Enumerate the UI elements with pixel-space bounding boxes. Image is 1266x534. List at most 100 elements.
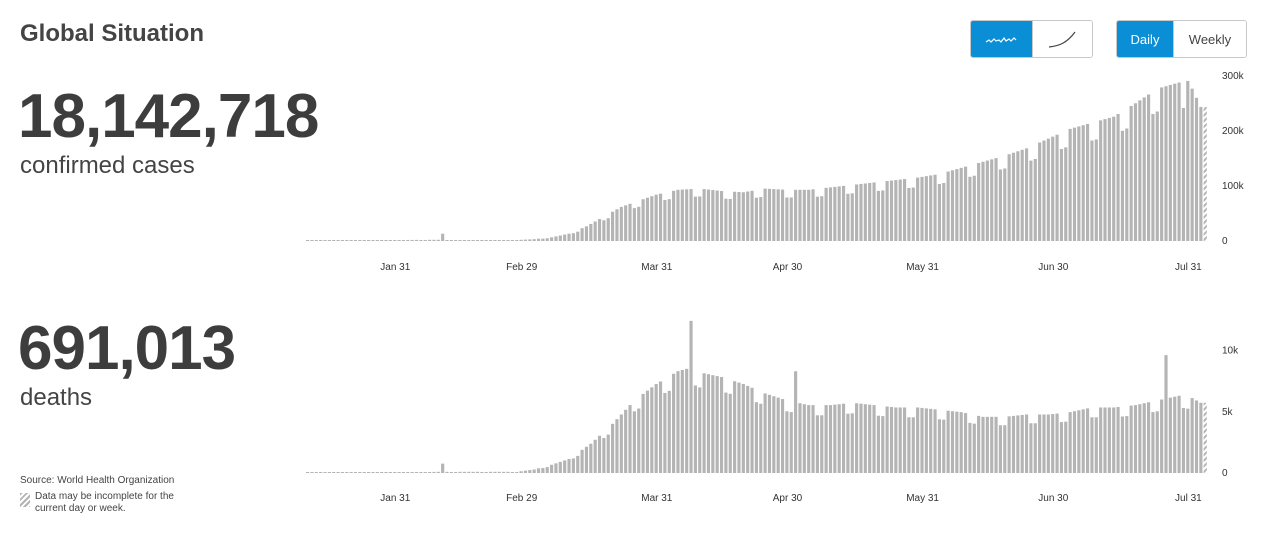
- bar[interactable]: [1099, 120, 1103, 241]
- bar[interactable]: [362, 472, 366, 473]
- bar[interactable]: [345, 472, 349, 473]
- bar[interactable]: [1051, 136, 1055, 241]
- bar[interactable]: [380, 240, 384, 241]
- incomplete-bar[interactable]: [1203, 402, 1207, 473]
- bar[interactable]: [733, 191, 737, 241]
- bar[interactable]: [406, 239, 410, 241]
- bar[interactable]: [824, 405, 828, 473]
- bar[interactable]: [833, 186, 837, 241]
- bar[interactable]: [393, 472, 397, 473]
- bar[interactable]: [1042, 414, 1046, 473]
- bar[interactable]: [1120, 130, 1125, 241]
- bar[interactable]: [798, 403, 802, 473]
- bar[interactable]: [972, 175, 976, 241]
- bar[interactable]: [868, 182, 872, 241]
- bar[interactable]: [985, 160, 989, 241]
- bar[interactable]: [889, 406, 894, 473]
- bar[interactable]: [650, 196, 654, 241]
- bar[interactable]: [576, 455, 580, 473]
- bar[interactable]: [371, 240, 375, 241]
- bar[interactable]: [767, 394, 772, 473]
- bar[interactable]: [571, 458, 575, 473]
- bar[interactable]: [994, 158, 998, 241]
- bar[interactable]: [358, 240, 362, 241]
- bar[interactable]: [719, 377, 724, 473]
- bar[interactable]: [332, 240, 336, 241]
- daily-bars-view-button[interactable]: [971, 21, 1032, 57]
- bar[interactable]: [1046, 138, 1050, 241]
- bar[interactable]: [689, 320, 693, 473]
- bar[interactable]: [702, 189, 706, 241]
- bar[interactable]: [894, 180, 898, 241]
- weekly-button[interactable]: Weekly: [1173, 21, 1246, 57]
- bar[interactable]: [541, 238, 545, 241]
- bar[interactable]: [1125, 128, 1129, 241]
- bar[interactable]: [672, 190, 676, 241]
- bar[interactable]: [794, 371, 798, 473]
- bar[interactable]: [353, 240, 358, 241]
- bar[interactable]: [772, 396, 776, 473]
- bar[interactable]: [798, 189, 802, 241]
- bar[interactable]: [855, 403, 859, 473]
- bar[interactable]: [449, 472, 453, 473]
- bar[interactable]: [314, 472, 318, 473]
- bar[interactable]: [528, 470, 532, 473]
- bar[interactable]: [667, 390, 671, 473]
- bar[interactable]: [724, 198, 728, 241]
- bar[interactable]: [454, 472, 458, 473]
- bar[interactable]: [785, 411, 789, 473]
- bar[interactable]: [497, 240, 501, 241]
- bar[interactable]: [1107, 117, 1111, 241]
- bar[interactable]: [929, 408, 933, 473]
- bar[interactable]: [384, 240, 388, 241]
- bar[interactable]: [615, 209, 619, 241]
- bar[interactable]: [1029, 423, 1033, 473]
- bar[interactable]: [733, 381, 737, 473]
- bar[interactable]: [920, 407, 924, 473]
- bar[interactable]: [663, 199, 667, 241]
- bar[interactable]: [885, 406, 889, 473]
- bar[interactable]: [898, 407, 902, 473]
- bar[interactable]: [1160, 399, 1164, 474]
- bar[interactable]: [937, 184, 941, 241]
- bar[interactable]: [506, 240, 510, 241]
- bar[interactable]: [467, 240, 471, 241]
- bar[interactable]: [597, 435, 602, 473]
- bar[interactable]: [1081, 125, 1085, 241]
- bar[interactable]: [558, 235, 562, 241]
- bar[interactable]: [584, 226, 589, 241]
- bar[interactable]: [841, 185, 846, 241]
- bar[interactable]: [375, 240, 379, 241]
- bar[interactable]: [475, 471, 480, 473]
- bar[interactable]: [645, 197, 650, 241]
- bar[interactable]: [1059, 149, 1064, 241]
- bar[interactable]: [924, 176, 928, 241]
- bar[interactable]: [981, 161, 985, 241]
- bar[interactable]: [850, 413, 854, 473]
- bar[interactable]: [780, 399, 785, 473]
- bar[interactable]: [593, 439, 597, 473]
- bar[interactable]: [872, 182, 876, 242]
- bar[interactable]: [1024, 148, 1029, 241]
- bar[interactable]: [641, 199, 645, 241]
- bar[interactable]: [632, 411, 636, 473]
- bar[interactable]: [602, 220, 606, 241]
- bar[interactable]: [397, 240, 401, 241]
- bar[interactable]: [990, 416, 994, 473]
- bar[interactable]: [550, 464, 554, 473]
- bar[interactable]: [907, 417, 911, 473]
- bar[interactable]: [685, 368, 689, 473]
- bar[interactable]: [532, 469, 536, 473]
- bar[interactable]: [458, 471, 462, 473]
- bar[interactable]: [597, 219, 602, 241]
- bar[interactable]: [1199, 402, 1203, 473]
- bar[interactable]: [1068, 128, 1072, 241]
- bar[interactable]: [977, 162, 981, 241]
- bar[interactable]: [1094, 417, 1098, 473]
- bar[interactable]: [881, 416, 885, 473]
- bar[interactable]: [968, 422, 972, 473]
- bar[interactable]: [654, 384, 658, 473]
- bar[interactable]: [545, 467, 549, 473]
- bar[interactable]: [1138, 404, 1142, 473]
- bar[interactable]: [789, 197, 793, 241]
